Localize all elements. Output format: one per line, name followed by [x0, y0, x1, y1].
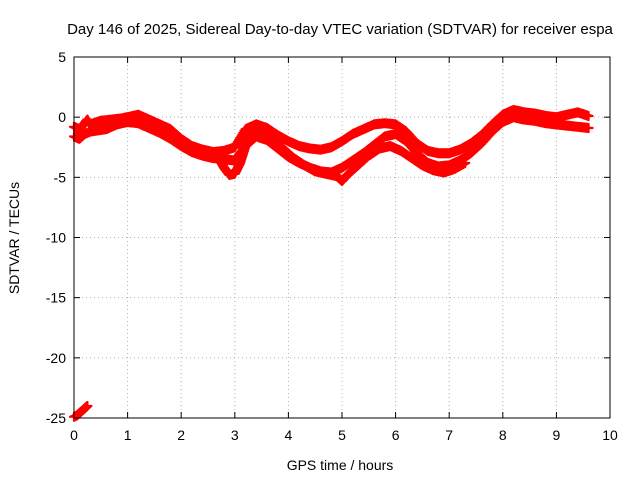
y-tick-label: 0 — [58, 109, 66, 125]
x-tick-label: 2 — [177, 427, 185, 443]
series-track-3 — [127, 115, 471, 187]
y-tick-label: -20 — [46, 350, 66, 366]
x-tick-label: 10 — [602, 427, 618, 443]
y-tick-label: -15 — [46, 290, 66, 306]
x-tick-label: 3 — [231, 427, 239, 443]
x-tick-label: 7 — [445, 427, 453, 443]
x-tick-label: 6 — [392, 427, 400, 443]
x-tick-label: 9 — [553, 427, 561, 443]
x-tick-label: 4 — [285, 427, 293, 443]
y-axis-label: SDTVAR / TECUs — [6, 182, 22, 294]
x-tick-label: 1 — [124, 427, 132, 443]
data-series — [68, 104, 594, 422]
x-tick-label: 0 — [70, 427, 78, 443]
y-tick-label: -5 — [54, 169, 67, 185]
x-axis-label: GPS time / hours — [287, 457, 394, 473]
x-tick-label: 5 — [338, 427, 346, 443]
y-tick-label: -10 — [46, 230, 66, 246]
y-tick-label: -25 — [46, 410, 66, 426]
axis-ticks: 0 1 2 3 4 5 6 7 8 9 10 5 0 -5 -10 -15 -20 -25 — [46, 49, 618, 443]
marker-trail-track-3 — [127, 115, 471, 187]
chart-title: Day 146 of 2025, Sidereal Day-to-day VTE… — [67, 21, 613, 38]
y-tick-label: 5 — [58, 49, 66, 65]
x-tick-label: 8 — [499, 427, 507, 443]
